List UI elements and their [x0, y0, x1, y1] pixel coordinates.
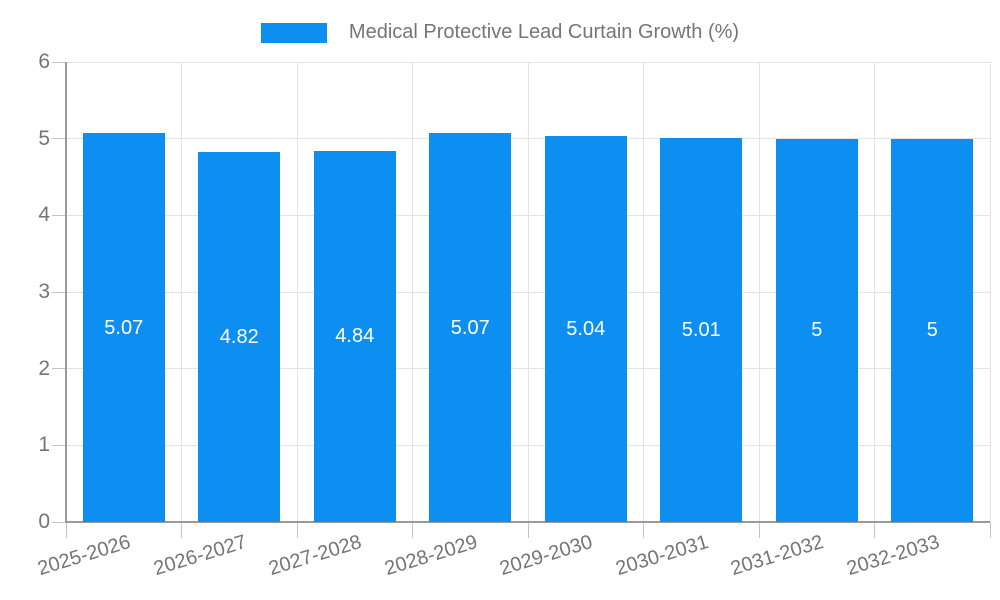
y-tick-label: 0	[38, 510, 50, 533]
bar-value-label: 5.01	[681, 318, 721, 341]
y-axis-tick	[52, 368, 66, 370]
x-axis-line	[65, 521, 990, 523]
legend-label: Medical Protective Lead Curtain Growth (…	[348, 21, 740, 43]
bar-value-label: 5.07	[104, 316, 144, 339]
x-axis-tick	[989, 522, 991, 538]
bar	[429, 133, 512, 522]
x-tick-label: 2026-2027	[150, 531, 249, 581]
bar-value-label: 5	[926, 319, 938, 342]
legend-swatch	[260, 22, 327, 43]
y-tick-label: 5	[38, 126, 50, 150]
bar	[198, 152, 281, 522]
y-tick-label: 1	[38, 433, 50, 457]
y-tick-label: 3	[38, 280, 50, 303]
y-tick-label: 2	[38, 356, 50, 380]
bar-value-label: 4.84	[335, 325, 375, 348]
y-tick-label: 6	[38, 50, 50, 73]
x-axis-tick	[874, 522, 875, 538]
x-tick-label: 2028-2029	[381, 531, 480, 581]
legend: Medical Protective Lead Curtain Growth (…	[0, 21, 1000, 44]
x-axis-tick	[412, 522, 413, 538]
x-axis-tick	[643, 522, 644, 538]
gridline-vertical	[412, 62, 413, 522]
bar-value-label: 5.07	[450, 316, 490, 339]
y-tick-label: 4	[38, 203, 50, 227]
gridline-vertical	[527, 62, 529, 522]
x-tick-label: 2032-2033	[843, 531, 942, 581]
y-axis-tick	[52, 61, 66, 63]
gridline-vertical	[758, 62, 760, 522]
x-axis-tick	[527, 522, 529, 538]
bar	[891, 138, 974, 522]
bar-value-label: 5	[811, 319, 823, 342]
y-axis-line	[65, 62, 67, 523]
x-tick-label: 2025-2026	[35, 531, 134, 581]
x-tick-label: 2031-2032	[728, 531, 827, 581]
bar	[544, 135, 627, 522]
bar	[660, 137, 743, 522]
bar-value-label: 5.04	[566, 317, 606, 340]
x-axis-tick	[758, 522, 760, 538]
y-axis-tick	[52, 444, 66, 446]
gridline-vertical	[181, 62, 182, 522]
bar	[775, 138, 858, 522]
x-axis-tick	[181, 522, 182, 538]
y-axis-tick	[52, 521, 66, 523]
y-axis-tick	[52, 214, 66, 216]
bar-value-label: 4.82	[219, 326, 259, 349]
x-tick-label: 2027-2028	[266, 531, 365, 581]
y-axis-tick	[52, 138, 66, 140]
bar	[313, 150, 396, 522]
gridline-vertical	[643, 62, 644, 522]
gridline-vertical	[296, 62, 298, 522]
x-tick-label: 2030-2031	[612, 531, 711, 581]
x-axis-tick	[296, 522, 298, 538]
y-axis-tick	[52, 291, 66, 293]
gridline-vertical	[989, 62, 991, 522]
bar	[82, 133, 165, 522]
x-axis-tick	[65, 522, 67, 538]
gridline-vertical	[874, 62, 875, 522]
x-tick-label: 2029-2030	[497, 531, 596, 581]
